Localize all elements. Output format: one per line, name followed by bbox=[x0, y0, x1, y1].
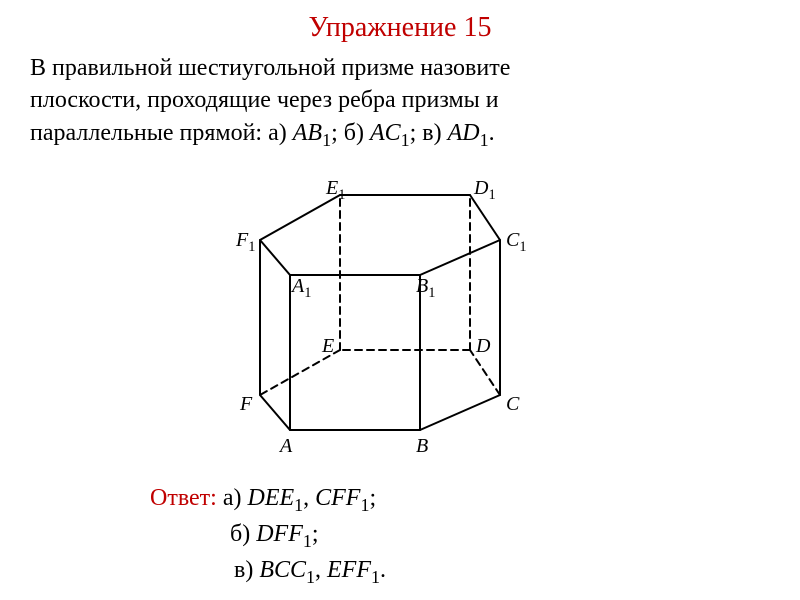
answer-b-s1: 1 bbox=[303, 531, 312, 551]
answer-b-end: ; bbox=[312, 521, 319, 547]
problem-line3-prefix: параллельные прямой: а) bbox=[30, 120, 293, 146]
problem-statement: В правильной шестиугольной призме назови… bbox=[30, 52, 770, 149]
answer-b-t1: DFF bbox=[256, 521, 303, 547]
answer-a-prefix: а) bbox=[217, 485, 248, 511]
answer-line-b: б) DFF1; bbox=[230, 516, 319, 552]
problem-period: . bbox=[489, 120, 495, 146]
label-D: D bbox=[476, 335, 490, 358]
problem-line1: В правильной шестиугольной призме назови… bbox=[30, 55, 510, 81]
answer-a-end: ; bbox=[369, 485, 376, 511]
problem-sub-c: 1 bbox=[480, 130, 489, 150]
problem-sub-b: 1 bbox=[401, 130, 410, 150]
answer-line-c: в) BCC1, EFF1. bbox=[234, 552, 386, 588]
prism-svg bbox=[220, 175, 580, 465]
problem-sub-a: 1 bbox=[322, 130, 331, 150]
answer-c-s1: 1 bbox=[306, 567, 315, 587]
answer-a-sep: , bbox=[303, 485, 315, 511]
label-E1: E1 bbox=[326, 177, 345, 200]
answer-c-s2: 1 bbox=[371, 567, 380, 587]
answer-c-t1: BCC bbox=[259, 557, 306, 583]
problem-sep-ab: ; б) bbox=[331, 120, 370, 146]
answer-a-t1: DEE bbox=[247, 485, 294, 511]
label-B1: B1 bbox=[416, 275, 435, 298]
prism-diagram: E1 D1 F1 C1 A1 B1 E D F C A B bbox=[220, 175, 580, 465]
label-B: B bbox=[416, 435, 428, 458]
answer-c-t2: EFF bbox=[327, 557, 371, 583]
title-text: Упражнение 15 bbox=[309, 12, 492, 43]
exercise-title: Упражнение 15 bbox=[0, 12, 800, 44]
problem-item-c: AD bbox=[448, 120, 480, 146]
label-A: A bbox=[280, 435, 292, 458]
answer-a-t2: CFF bbox=[315, 485, 360, 511]
label-F: F bbox=[240, 393, 252, 416]
label-D1: D1 bbox=[474, 177, 496, 200]
problem-item-a: AB bbox=[293, 120, 322, 146]
answer-label: Ответ: bbox=[150, 485, 217, 511]
answer-line-a: Ответ: а) DEE1, CFF1; bbox=[150, 480, 376, 516]
answer-c-end: . bbox=[380, 557, 386, 583]
problem-item-b: AC bbox=[370, 120, 401, 146]
label-C: C bbox=[506, 393, 519, 416]
label-C1: C1 bbox=[506, 229, 527, 252]
problem-sep-bc: ; в) bbox=[410, 120, 448, 146]
answer-b-prefix: б) bbox=[230, 521, 256, 547]
answer-a-s1: 1 bbox=[294, 495, 303, 515]
label-A1: A1 bbox=[292, 275, 311, 298]
label-F1: F1 bbox=[236, 229, 255, 252]
answer-c-prefix: в) bbox=[234, 557, 259, 583]
label-E: E bbox=[322, 335, 334, 358]
answer-c-sep: , bbox=[315, 557, 327, 583]
problem-line2: плоскости, проходящие через ребра призмы… bbox=[30, 87, 499, 113]
